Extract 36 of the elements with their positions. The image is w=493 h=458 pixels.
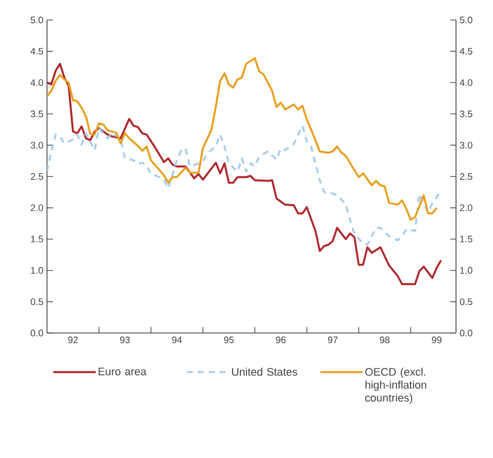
x-tick-label: 97 bbox=[328, 336, 338, 344]
legend-label: Euro area bbox=[98, 368, 146, 376]
y2-tick-label: 5.0 bbox=[30, 16, 44, 24]
y2-tick-label: 2.5 bbox=[30, 173, 44, 180]
y-tick-label: 2.5 bbox=[460, 173, 472, 180]
y2-tick-label: 2.0 bbox=[30, 204, 44, 212]
y2-tick-label: 4.0 bbox=[30, 79, 44, 86]
legend-label: OECD (excl. high-inflation countries) bbox=[365, 368, 426, 404]
x-tick-label: 94 bbox=[172, 336, 182, 344]
y-tick-label: 1.0 bbox=[460, 267, 472, 274]
y2-tick-label: 4.5 bbox=[30, 48, 44, 55]
y2-tick-label: 3.5 bbox=[30, 110, 44, 118]
y2-tick-label: 0.0 bbox=[30, 330, 44, 336]
line-series bbox=[47, 124, 442, 246]
y-tick-label: 2.0 bbox=[460, 204, 472, 212]
x-tick-label: 95 bbox=[224, 336, 234, 344]
y-tick-label: 4.5 bbox=[460, 48, 472, 55]
line-series bbox=[47, 62, 442, 286]
y2-tick-label: 3.0 bbox=[30, 142, 44, 149]
y-tick-label: 5.0 bbox=[460, 16, 472, 24]
x-tick-label: 93 bbox=[120, 336, 130, 344]
y2-tick-label: 0.5 bbox=[30, 298, 44, 306]
legend-label: United States bbox=[232, 368, 298, 376]
y-tick-label: 0.0 bbox=[460, 330, 472, 336]
y-tick-label: 0.5 bbox=[460, 298, 472, 306]
x-tick-label: 99 bbox=[432, 336, 442, 344]
x-tick-label: 98 bbox=[380, 336, 390, 344]
line-series bbox=[47, 57, 438, 221]
y-tick-label: 3.5 bbox=[460, 110, 472, 118]
y2-tick-label: 1.0 bbox=[31, 267, 44, 274]
y-tick-label: 4.0 bbox=[460, 79, 472, 86]
y-tick-label: 3.0 bbox=[460, 142, 472, 149]
y-tick-label: 1.5 bbox=[460, 236, 472, 242]
y2-tick-label: 1.5 bbox=[31, 236, 44, 242]
x-tick-label: 92 bbox=[68, 336, 78, 344]
x-tick-label: 96 bbox=[276, 336, 286, 344]
